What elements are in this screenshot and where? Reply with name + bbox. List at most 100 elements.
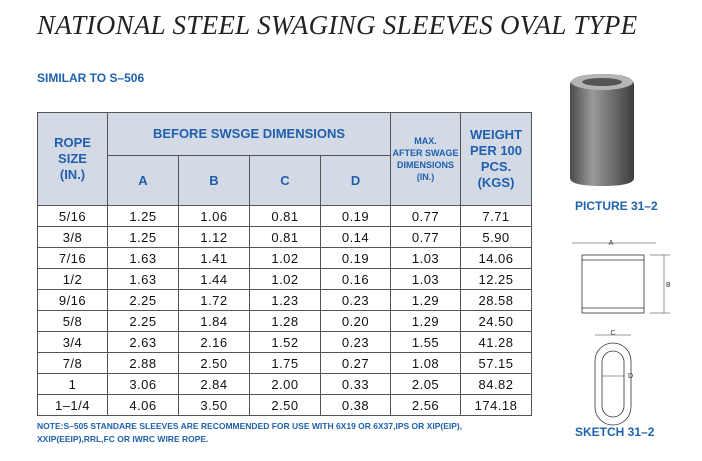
table-cell: 14.06 [460,247,533,269]
spec-table: ROPE SIZE (IN.) BEFORE SWSGE DIMENSIONS MA… [37,112,533,416]
table-cell: 2.50 [178,352,250,374]
table-row: 9/16 2.25 1.72 1.23 0.23 1.29 28.58 [37,289,533,311]
header-cell: B [178,155,250,206]
table-row: 3/8 1.25 1.12 0.81 0.14 0.77 5.90 [37,226,533,248]
table-cell: 5/16 [37,205,108,227]
table-cell: 1.08 [390,352,462,374]
header-cell: MAX. AFTER SWAGE DIMENSIONS (IN.) [390,112,462,206]
table-cell: 12.25 [460,268,533,290]
header-line: SIZE [58,151,87,166]
header-cell: C [249,155,321,206]
table-row: 3/4 2.63 2.16 1.52 0.23 1.55 41.28 [37,331,533,353]
table-cell: 57.15 [460,352,533,374]
table-cell: 1.25 [107,226,179,248]
table-cell: 0.19 [319,247,392,269]
table-cell: 7.71 [460,205,533,227]
header-line: (KGS) [477,175,515,190]
header-line: (IN.) [59,167,86,182]
table-row: 7/16 1.63 1.41 1.02 0.19 1.03 14.06 [37,247,533,269]
table-cell: 0.33 [319,373,392,395]
table-row: 1/2 1.63 1.44 1.02 0.16 1.03 12.25 [37,268,533,290]
table-cell: 2.63 [107,331,179,353]
table-row: 5/16 1.25 1.06 0.81 0.19 0.77 7.71 [37,205,533,227]
header-line: WEIGHT [470,127,523,142]
table-cell: 84.82 [460,373,533,395]
table-cell: 24.50 [460,310,533,332]
table-cell: 1.52 [249,331,321,353]
sketch-label: D [628,373,633,380]
header-line: MAX. [414,136,437,146]
table-cell: 2.16 [178,331,250,353]
table-cell: 1.03 [390,268,462,290]
table-cell: 1.63 [107,247,179,269]
table-cell: 1 [37,373,108,395]
table-cell: 4.06 [107,394,179,416]
table-cell: 1.02 [249,268,321,290]
header-cell: BEFORE SWSGE DIMENSIONS [106,112,392,156]
table-cell: 2.84 [178,373,250,395]
table-cell: 9/16 [37,289,108,311]
table-cell: 1–1/4 [37,394,108,416]
table-cell: 174.18 [460,394,533,416]
header-line: PER 100 [469,143,523,158]
table-cell: 1.03 [390,247,462,269]
table-cell: 1.25 [107,205,179,227]
table-cell: 1.29 [390,289,462,311]
table-row: 7/8 2.88 2.50 1.75 0.27 1.08 57.15 [37,352,533,374]
table-cell: 1/2 [37,268,108,290]
table-cell: 7/8 [37,352,108,374]
table-cell: 0.23 [319,331,392,353]
table-cell: 0.77 [390,226,462,248]
table-cell: 3/4 [37,331,108,353]
table-cell: 1.84 [178,310,250,332]
table-cell: 2.05 [390,373,462,395]
table-cell: 1.12 [178,226,250,248]
table-cell: 0.77 [390,205,462,227]
subtitle: SIMILAR TO S–506 [37,71,145,85]
table-cell: 3.06 [107,373,179,395]
note: NOTE:S–505 STANDARE SLEEVES ARE RECOMMEN… [37,420,462,446]
header-line: ROPE [54,135,91,150]
table-cell: 1.23 [249,289,321,311]
table-cell: 28.58 [460,289,533,311]
table-cell: 1.75 [249,352,321,374]
sketch-label: A [609,240,614,247]
sleeve-photo [570,74,634,186]
table-cell: 41.28 [460,331,533,353]
table-cell: 1.72 [178,289,250,311]
table-cell: 0.23 [319,289,392,311]
sketch-front [594,334,632,426]
header-cell: WEIGHT PER 100 PCS. (KGS) [460,112,533,206]
table-cell: 5/8 [37,310,108,332]
header-line: AFTER SWAGE [392,148,459,158]
table-cell: 1.41 [178,247,250,269]
sketch-label: B [666,282,671,289]
table-cell: 5.90 [460,226,533,248]
sketch-caption: SKETCH 31–2 [575,425,655,439]
title: NATIONAL STEEL SWAGING SLEEVES OVAL TYPE [37,10,638,40]
table-cell: 0.14 [319,226,392,248]
table-cell: 2.50 [249,394,321,416]
note-line: XXIP(EEIP),RRL,FC OR IWRC WIRE ROPE. [37,434,209,444]
table-cell: 0.81 [249,205,321,227]
sketch-side [572,242,670,314]
header-cell: D [319,155,392,206]
table-cell: 1.44 [178,268,250,290]
picture-caption: PICTURE 31–2 [575,199,658,213]
table-cell: 1.28 [249,310,321,332]
note-line: NOTE:S–505 STANDARE SLEEVES ARE RECOMMEN… [37,421,463,431]
table-cell: 1.06 [178,205,250,227]
header-line: (IN.) [416,172,435,182]
table-cell: 1.29 [390,310,462,332]
table-row: 1 3.06 2.84 2.00 0.33 2.05 84.82 [37,373,533,395]
table-cell: 0.81 [249,226,321,248]
table-cell: 7/16 [37,247,108,269]
header-cell: A [107,155,179,206]
table-cell: 1.02 [249,247,321,269]
table-cell: 2.25 [107,310,179,332]
table-cell: 3.50 [178,394,250,416]
table-cell: 0.38 [319,394,392,416]
table-row: 1–1/4 4.06 3.50 2.50 0.38 2.56 174.18 [37,394,533,416]
header-line: PCS. [480,159,512,174]
